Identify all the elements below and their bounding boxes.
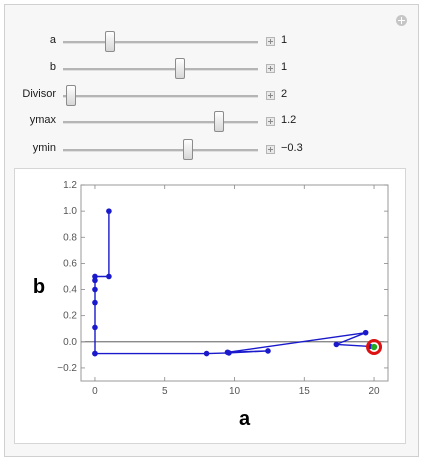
control-row-a: a 1 [0, 31, 423, 52]
plus-circle-icon[interactable] [396, 15, 407, 26]
ymax-plus-box-icon[interactable] [266, 117, 275, 126]
plot: 1.2 1.0 0.8 0.6 0.4 0.2 0.0 −0.2 0 5 10 15 20 a b [33, 180, 389, 430]
x-tick-label: 0 [92, 386, 98, 397]
b-plus-box-icon[interactable] [266, 64, 275, 73]
b-value: 1 [281, 61, 288, 73]
a-value: 1 [281, 34, 288, 46]
ymax-label: ymax [29, 114, 56, 126]
ymin-slider-thumb[interactable] [182, 139, 193, 160]
data-point [92, 277, 98, 284]
data-point [362, 329, 369, 336]
data-point [92, 273, 98, 280]
ymin-slider-track[interactable] [63, 149, 258, 152]
data-point [203, 350, 210, 357]
ymin-label: ymin [32, 142, 56, 154]
a-slider-thumb[interactable] [104, 31, 115, 52]
ymax-slider-thumb[interactable] [214, 111, 224, 132]
y-tick-label: 0.6 [63, 258, 77, 269]
data-point [92, 350, 98, 357]
y-tick-label: 0.8 [63, 232, 77, 243]
control-row-ymax: ymax 1.2 [0, 111, 423, 132]
data-point [106, 273, 112, 280]
control-row-ymin: ymin −0.3 [0, 139, 423, 160]
data-point [265, 348, 271, 354]
data-point [92, 324, 98, 331]
a-label: a [49, 34, 56, 46]
a-plus-box-icon[interactable] [266, 37, 275, 46]
y-tick-label: 1.2 [63, 180, 77, 191]
divisor-slider-thumb[interactable] [65, 85, 76, 106]
control-row-divisor: Divisor 2 [0, 85, 423, 106]
y-tick-label: −0.2 [57, 363, 77, 374]
data-point [333, 341, 340, 348]
series-line [94, 211, 375, 355]
divisor-slider-track[interactable] [63, 95, 258, 98]
highlight-point[interactable] [370, 343, 378, 351]
ymax-slider-track[interactable] [63, 121, 258, 124]
divisor-value: 2 [281, 88, 288, 100]
ymin-value: −0.3 [281, 142, 303, 154]
y-axis-title: b [33, 276, 45, 298]
data-point [224, 349, 231, 356]
y-tick-label: 0.0 [63, 337, 77, 348]
plot-frame: 1.2 1.0 0.8 0.6 0.4 0.2 0.0 −0.2 0 5 10 15 20 a b [14, 168, 406, 444]
b-slider-track[interactable] [63, 68, 258, 71]
ymax-value: 1.2 [281, 114, 297, 126]
divisor-label: Divisor [22, 88, 56, 100]
b-label: b [49, 61, 56, 73]
control-row-b: b 1 [0, 58, 423, 79]
a-slider-track[interactable] [63, 41, 258, 44]
b-slider-thumb[interactable] [175, 58, 185, 79]
x-tick-label: 10 [229, 386, 241, 397]
divisor-plus-box-icon[interactable] [266, 91, 275, 100]
y-tick-label: 0.4 [63, 285, 77, 296]
x-tick-label: 5 [162, 386, 168, 397]
x-tick-label: 20 [368, 386, 380, 397]
highlight-ring[interactable] [366, 339, 383, 356]
ymin-plus-box-icon[interactable] [266, 145, 275, 154]
data-point [106, 208, 112, 214]
y-tick-label: 0.2 [63, 311, 77, 322]
data-point [92, 299, 98, 306]
data-point [92, 286, 98, 293]
x-axis-title: a [239, 408, 251, 430]
x-tick-label: 15 [299, 386, 311, 397]
y-tick-label: 1.0 [63, 206, 77, 217]
